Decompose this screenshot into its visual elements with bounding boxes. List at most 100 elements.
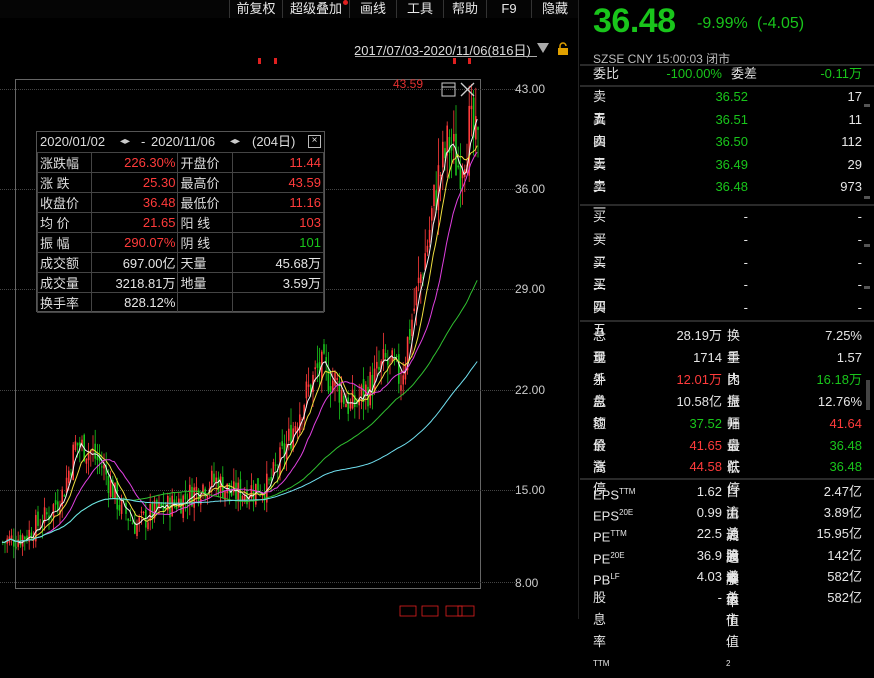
candle: [37, 505, 39, 532]
candle: [398, 343, 400, 394]
period-start[interactable]: 2020/01/02: [40, 134, 106, 149]
close-icon[interactable]: [460, 82, 475, 97]
stats-row: 涨 跌 25.30 最高价 43.59: [36, 172, 325, 193]
candle: [378, 350, 380, 376]
candle: [175, 496, 178, 512]
candle: [94, 429, 96, 466]
fundamental-label: 流通股本: [726, 505, 740, 587]
weicha-label: 委差: [731, 66, 758, 81]
candle: [323, 339, 325, 355]
lock-icon[interactable]: [557, 42, 569, 56]
zoom-box-icon[interactable]: [441, 82, 456, 97]
candle: [30, 527, 33, 541]
fundamental-label: EPS20E: [593, 508, 634, 524]
candle: [362, 367, 365, 420]
detail-value: 44.58: [689, 459, 722, 475]
candle: [464, 164, 466, 193]
event-marker-icon[interactable]: [421, 605, 439, 617]
detail-value: 28.19万: [676, 328, 722, 343]
fundamental-value: 22.5: [696, 526, 722, 542]
period-days: (204日): [252, 134, 296, 149]
candle: [314, 360, 316, 382]
fundamental-label: 流通值: [726, 547, 740, 607]
high-price-marker: 43.59: [393, 77, 424, 91]
event-marker-icon[interactable]: [445, 605, 463, 617]
stats-value: 25.30: [91, 172, 179, 193]
period-end-stepper-icon[interactable]: ◂▸: [230, 136, 241, 147]
toolbar-hide-button[interactable]: 隐藏: [531, 0, 578, 18]
candle: [142, 510, 145, 516]
candle: [202, 483, 204, 499]
period-start-stepper-icon[interactable]: ◂▸: [120, 136, 131, 147]
candle: [76, 442, 79, 458]
candle: [149, 493, 151, 531]
event-marker-icon[interactable]: [457, 605, 475, 617]
toolbar-help-button[interactable]: 帮助: [443, 0, 486, 18]
panel-divider[interactable]: [578, 0, 579, 619]
ma120-line: [1, 361, 478, 544]
detail-label: 内盘: [727, 371, 741, 409]
candle: [222, 466, 224, 499]
fundamental-value: 3.89亿: [823, 505, 862, 521]
detail-label: 开盘: [727, 415, 741, 453]
detail-value: 12.76%: [817, 393, 862, 409]
period-end[interactable]: 2020/11/06: [151, 134, 216, 149]
candle: [321, 349, 323, 393]
buy-label: 买五: [593, 300, 607, 338]
fundamental-label: EPSTTM: [593, 487, 636, 503]
candle: [43, 497, 46, 531]
weibi-value: -100.00%: [666, 66, 722, 81]
fundamental-label: 自由流通股本: [726, 484, 740, 609]
detail-label: 最高: [593, 437, 607, 475]
event-marker-icon[interactable]: [450, 58, 480, 66]
candle: [327, 351, 330, 394]
toolbar-tools-button[interactable]: 工具: [396, 0, 443, 18]
fundamental-value: 582亿: [827, 590, 862, 605]
candle: [215, 470, 217, 496]
selection-frame[interactable]: [15, 79, 481, 589]
divider: [580, 64, 874, 66]
sell-volume: 973: [840, 179, 862, 195]
sell-volume: 112: [841, 134, 862, 150]
event-marker-icon[interactable]: [255, 58, 285, 66]
candle: [316, 345, 319, 382]
stats-row: 换手率 828.12%: [36, 292, 325, 313]
detail-value: 1.57: [836, 349, 862, 365]
candle: [28, 520, 30, 550]
fundamental-superscript: TTM: [610, 529, 627, 539]
date-range-label[interactable]: 2017/07/03-2020/11/06(816日): [354, 40, 531, 59]
detail-value: 37.52: [689, 415, 722, 431]
candle: [442, 130, 444, 191]
close-icon[interactable]: ×: [308, 135, 321, 148]
toolbar-adjust-button[interactable]: 前复权: [229, 0, 282, 18]
stats-label: 收盘价: [36, 192, 93, 213]
orderbook-scrollbar[interactable]: [864, 96, 870, 316]
sell-label: 卖三: [593, 134, 607, 172]
toolbar-draw-button[interactable]: 画线: [349, 0, 396, 18]
candle: [92, 435, 94, 462]
detail-label: 跌停: [727, 459, 741, 497]
toolbar-overlay-button[interactable]: 超级叠加: [282, 0, 349, 18]
sell-volume: 29: [847, 156, 862, 172]
weibi-label: 委比: [593, 66, 620, 81]
candle: [409, 319, 411, 344]
buy-price: -: [743, 254, 748, 270]
event-marker-icon[interactable]: [399, 605, 417, 617]
candlestick-chart[interactable]: [0, 0, 512, 619]
stats-label: 振 幅: [36, 232, 93, 253]
stats-row: 均 价 21.65 阳 线 103: [36, 212, 325, 233]
change-amount: (-4.05): [757, 15, 805, 32]
change-percent: -9.99%: [697, 15, 748, 32]
dropdown-triangle-icon[interactable]: [536, 41, 550, 55]
candle: [230, 480, 233, 497]
toolbar-f9-button[interactable]: F9: [486, 0, 531, 18]
candle: [61, 486, 63, 518]
candle: [477, 126, 479, 158]
buy-price: -: [743, 209, 748, 224]
buy-volume: -: [857, 209, 862, 224]
stats-value: 21.65: [91, 212, 179, 233]
candle: [211, 465, 213, 498]
sell-volume: 11: [848, 111, 863, 127]
details-scrollbar[interactable]: [866, 380, 870, 410]
sell-label: 卖五: [593, 89, 607, 126]
